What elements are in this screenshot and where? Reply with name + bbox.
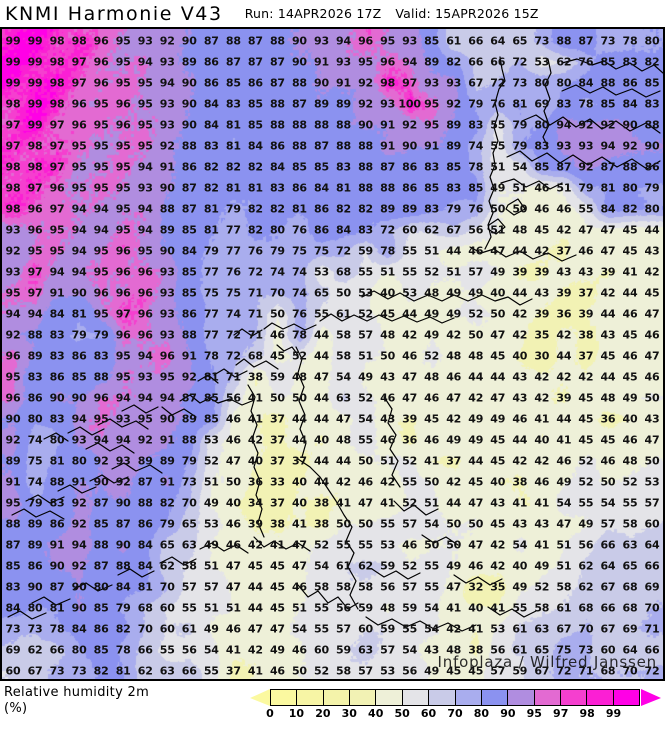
colorbar-tick-label: 20 (315, 707, 331, 720)
run-valid-group: Run: 14APR2026 17Z Valid: 15APR2026 15Z (245, 6, 539, 21)
legend-title: Relative humidity 2m (4, 685, 150, 700)
watermark-credit: Infoplaza / Wilfred Janssen (437, 653, 657, 671)
colorbar-wrap[interactable]: 0 10 20 30 40 50 60 70 80 90 95 97 98 99 (250, 689, 661, 729)
run-time-block: Run: 14APR2026 17Z (245, 6, 382, 21)
run-value: 14APR2026 17Z (277, 6, 382, 21)
colorbar-tick-label: 70 (447, 707, 463, 720)
colorbar-segment (481, 690, 509, 705)
map-frame[interactable]: 99 99 98 98 96 95 93 92 90 87 88 87 88 90 93 94 96 95 93 85… (0, 27, 665, 681)
colorbar-tick-label: 60 (420, 707, 437, 720)
valid-value: 15APR2026 15Z (435, 6, 539, 21)
colorbar-segment (587, 690, 614, 705)
colorbar-segment (508, 690, 535, 705)
colorbar-segment (402, 690, 430, 705)
valid-label: Valid: (395, 6, 431, 21)
colorbar-segment (297, 690, 324, 705)
colorbar-under-arrow-icon (250, 689, 270, 706)
legend-bar: Relative humidity 2m (%) 0 10 20 30 40 50 60 70… (0, 683, 665, 735)
valid-time-block: Valid: 15APR2026 15Z (395, 6, 538, 21)
colorbar-ticks: 0 10 20 30 40 50 60 70 80 90 95 97 98 99 (266, 707, 640, 723)
colorbar-tick-label: 30 (341, 707, 357, 720)
colorbar-tick-label: 97 (553, 707, 569, 720)
colorbar-segment (613, 690, 640, 705)
colorbar-tick-label: 98 (579, 707, 595, 720)
colorbar-tick-label: 50 (394, 707, 410, 720)
run-label: Run: (244, 6, 274, 21)
legend-title-block: Relative humidity 2m (%) (4, 685, 149, 717)
colorbar-tick-label: 90 (500, 707, 516, 720)
colorbar-segment (455, 690, 482, 705)
colorbar-segment (376, 690, 403, 705)
model-title: KNMI Harmonie V43 (5, 2, 223, 25)
colorbar-segment (560, 690, 588, 705)
colorbar-tick-label: 10 (288, 707, 305, 720)
colorbar-tick-label: 80 (473, 707, 490, 720)
colorbar-segment (534, 690, 561, 705)
colorbar-tick-label: 99 (605, 707, 622, 720)
colorbar-segment (271, 690, 298, 705)
colorbar-segment (350, 690, 377, 705)
relative-humidity-field (2, 29, 663, 679)
colorbar-segment (429, 690, 456, 705)
colorbar-over-arrow-icon (641, 689, 661, 706)
colorbar-segment (323, 690, 351, 705)
header-bar: KNMI Harmonie V43 Run: 14APR2026 17Z Val… (0, 0, 665, 27)
map-canvas-wrap: 99 99 98 98 96 95 93 92 90 87 88 87 88 90 93 94 96 95 93 85… (2, 29, 663, 679)
legend-units: (%) (4, 701, 28, 716)
colorbar-tick-label: 95 (526, 707, 542, 720)
colorbar-tick-label: 0 (266, 707, 274, 720)
colorbar-tick-label: 40 (368, 707, 384, 720)
colorbar[interactable] (270, 689, 640, 706)
